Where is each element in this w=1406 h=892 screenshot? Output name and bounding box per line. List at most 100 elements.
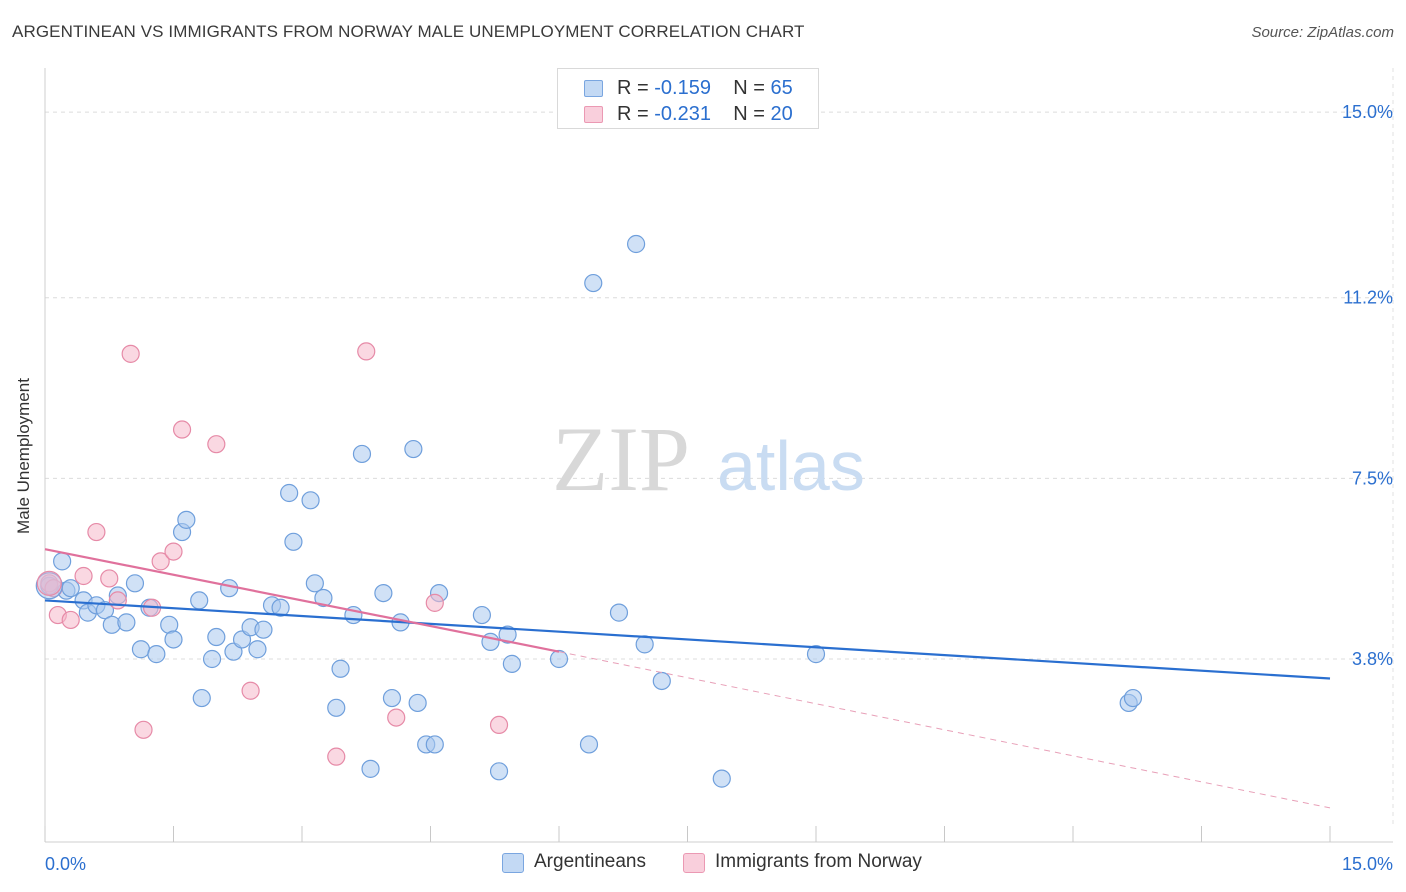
point-argentineans [549, 649, 569, 669]
point-argentineans [472, 605, 491, 625]
point-argentineans [164, 630, 183, 649]
point-argentineans [248, 640, 267, 659]
legend-label-norway: Immigrants from Norway [715, 851, 922, 872]
point-argentineans [652, 671, 671, 691]
point-norway [327, 747, 346, 766]
point-argentineans [147, 645, 166, 664]
n-label: N = [733, 103, 771, 125]
legend-stats-argentineans: R = -0.159 N = 65 [617, 77, 793, 100]
legend-label-argentineans: Argentineans [534, 851, 646, 872]
point-argentineans [331, 659, 350, 678]
point-argentineans [489, 762, 509, 781]
point-norway [387, 708, 406, 727]
point-argentineans [352, 444, 372, 464]
point-norway [108, 591, 127, 610]
point-argentineans [712, 769, 731, 788]
tick-labels: 3.8% 7.5% 11.2% 15.0% 0.0% 15.0% [45, 102, 1393, 874]
point-argentineans [626, 234, 646, 254]
legend-swatch-argentineans [584, 80, 603, 97]
r-value: -0.159 [654, 77, 711, 99]
point-argentineans [280, 483, 299, 503]
y-tick-label: 3.8% [1352, 649, 1393, 669]
point-norway [121, 344, 140, 363]
point-norway [100, 569, 119, 588]
point-argentineans [131, 640, 151, 659]
point-norway [357, 342, 376, 361]
point-argentineans [1123, 688, 1143, 708]
chart-source: Source: ZipAtlas.com [1251, 24, 1394, 41]
x-tick-label: 15.0% [1342, 854, 1393, 874]
y-tick-label: 7.5% [1352, 468, 1393, 488]
point-argentineans [61, 579, 80, 598]
r-value: -0.231 [654, 103, 711, 125]
point-argentineans [53, 552, 72, 571]
correlation-legend: R = -0.159 N = 65 R = -0.231 N = 20 [557, 68, 819, 129]
point-argentineans [207, 627, 226, 647]
point-argentineans [408, 693, 427, 713]
point-argentineans [425, 735, 444, 754]
point-argentineans [220, 579, 239, 598]
trend-line [558, 651, 1331, 809]
chart-title: ARGENTINEAN VS IMMIGRANTS FROM NORWAY MA… [12, 22, 805, 41]
point-argentineans [382, 688, 402, 708]
r-label: R = [617, 103, 655, 125]
trend-lines [44, 548, 1331, 809]
watermark-zip: ZIP [552, 408, 690, 510]
y-tick-label: 15.0% [1342, 102, 1393, 122]
point-argentineans [404, 439, 423, 459]
y-axis-label: Male Unemployment [14, 378, 33, 534]
point-argentineans [609, 603, 629, 622]
trend-line [44, 599, 1331, 680]
n-label: N = [733, 77, 771, 99]
grid-lines [45, 68, 1394, 825]
point-argentineans [498, 625, 517, 644]
point-argentineans [190, 591, 209, 610]
point-argentineans [305, 574, 324, 593]
point-norway [164, 542, 183, 561]
legend-swatch-norway [584, 106, 603, 123]
n-value: 20 [770, 103, 793, 125]
point-norway [241, 681, 260, 700]
point-argentineans [314, 588, 333, 608]
n-value: 65 [770, 77, 793, 99]
point-argentineans [327, 698, 346, 717]
x-tick-label: 0.0% [45, 854, 86, 874]
point-argentineans [192, 688, 211, 708]
watermark: ZIP atlas [552, 408, 865, 510]
point-argentineans [254, 620, 273, 639]
legend-stats-norway: R = -0.231 N = 20 [617, 103, 793, 126]
legend-swatch-argentineans [502, 853, 524, 873]
point-norway [151, 552, 170, 571]
point-argentineans [502, 654, 521, 673]
point-norway [172, 420, 192, 439]
r-label: R = [617, 77, 655, 99]
point-argentineans [361, 759, 380, 778]
point-argentineans [284, 532, 303, 551]
point-argentineans [374, 583, 393, 603]
point-argentineans [95, 601, 115, 620]
point-argentineans [177, 510, 196, 529]
point-argentineans [301, 491, 320, 510]
point-argentineans [806, 645, 826, 664]
point-argentineans [125, 574, 145, 593]
point-argentineans [202, 649, 222, 669]
data-points [35, 234, 1143, 788]
trend-line [44, 548, 560, 653]
point-argentineans [635, 635, 654, 654]
point-norway [61, 610, 80, 630]
point-norway [489, 715, 509, 735]
y-tick-label: 11.2% [1343, 288, 1393, 308]
point-argentineans [35, 572, 63, 600]
point-norway [87, 522, 106, 542]
point-norway [74, 566, 93, 586]
axes [44, 68, 1393, 843]
point-argentineans [579, 735, 599, 754]
point-norway [425, 593, 444, 612]
watermark-atlas: atlas [717, 427, 865, 505]
point-norway [134, 720, 153, 739]
point-argentineans [271, 598, 290, 617]
legend-swatch-norway [683, 853, 705, 873]
point-norway [36, 570, 62, 596]
point-norway [207, 435, 226, 454]
